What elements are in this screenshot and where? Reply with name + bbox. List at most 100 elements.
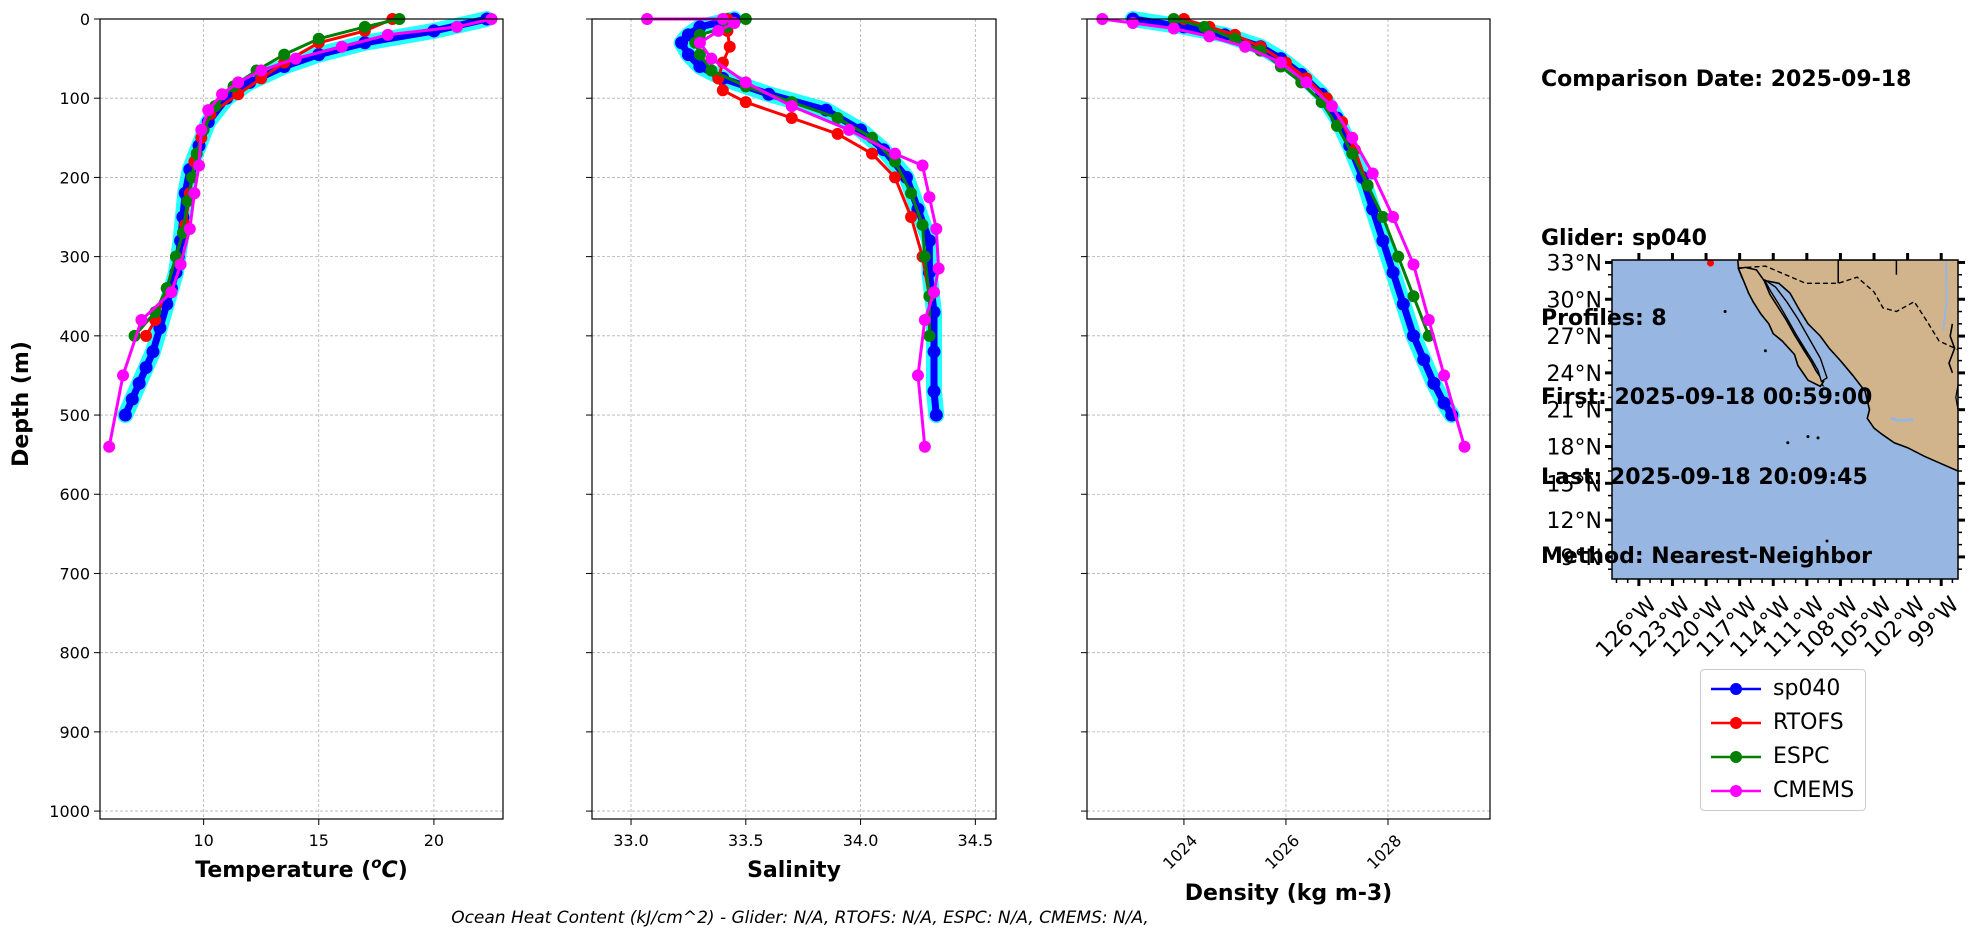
- data-point: [165, 286, 178, 299]
- data-point: [1346, 147, 1359, 160]
- island: [1786, 441, 1790, 445]
- data-point: [140, 329, 153, 342]
- data-point: [188, 187, 201, 200]
- x-tick-label: 33.5: [728, 831, 764, 850]
- data-point: [728, 16, 741, 29]
- island: [1825, 539, 1829, 543]
- series-line: [1129, 15, 1456, 419]
- data-point: [174, 258, 187, 271]
- data-point: [843, 123, 856, 136]
- data-point: [1167, 22, 1180, 35]
- data-point: [739, 96, 752, 109]
- data-point: [202, 104, 215, 117]
- data-point: [930, 222, 943, 235]
- data-point: [927, 384, 941, 398]
- x-axis-label: Temperature (oC): [195, 854, 408, 883]
- legend-label-rtofs: RTOFS: [1773, 710, 1844, 735]
- data-point: [216, 88, 229, 101]
- data-point: [139, 361, 153, 375]
- data-point: [1438, 369, 1451, 382]
- data-point: [193, 159, 206, 172]
- data-point: [918, 250, 931, 263]
- x-tick-label: 10: [193, 831, 213, 850]
- data-point: [278, 48, 291, 61]
- data-point: [183, 222, 196, 235]
- data-point: [1325, 100, 1338, 113]
- island: [1763, 349, 1767, 353]
- x-tick-label: 1024: [1159, 831, 1201, 873]
- y-tick-label: 400: [59, 327, 90, 346]
- legend-label-sp040: sp040: [1773, 676, 1841, 701]
- data-point: [905, 211, 918, 224]
- glider-name: Glider: sp040: [1541, 226, 1707, 251]
- lat-label: 27°N: [1547, 325, 1602, 350]
- y-tick-label: 1000: [49, 802, 90, 821]
- data-point: [312, 32, 325, 45]
- data-point: [918, 440, 931, 453]
- ohc-footer: Ocean Heat Content (kJ/cm^2) - Glider: N…: [451, 908, 1149, 928]
- data-point: [739, 76, 752, 89]
- island: [1816, 436, 1820, 440]
- data-point: [911, 369, 924, 382]
- glider-location-marker: [1707, 260, 1715, 267]
- data-point: [1198, 20, 1211, 33]
- y-tick-label: 900: [59, 723, 90, 742]
- data-point: [785, 100, 798, 113]
- data-point: [1386, 265, 1400, 279]
- data-point: [831, 127, 844, 140]
- map-inset: 33°N30°N27°N24°N21°N18°N15°N12°N9°N126°W…: [1547, 251, 1965, 663]
- y-tick-label: 700: [59, 564, 90, 583]
- data-point: [1300, 76, 1313, 89]
- series-line: [1182, 17, 1370, 187]
- data-point: [927, 345, 941, 359]
- series-sp040: [117, 11, 495, 423]
- legend-entry-cmems: CMEMS: [1701, 776, 1865, 806]
- legend-swatch-sp040: [1711, 683, 1761, 695]
- plot-frame: [1086, 18, 1491, 820]
- plot-frame: [99, 18, 504, 820]
- x-tick-label: 34.0: [843, 831, 879, 850]
- legend-label-cmems: CMEMS: [1773, 778, 1855, 803]
- data-point: [929, 408, 943, 422]
- series-line: [107, 17, 493, 449]
- gulf-of-mexico-coast: [1948, 323, 1956, 374]
- method-label: Method: Nearest-Neighbor: [1541, 544, 1872, 569]
- data-point: [146, 345, 160, 359]
- series-cmems: [641, 13, 945, 453]
- last-time: Last: 2025-09-18 20:09:45: [1541, 464, 1868, 490]
- river: [1942, 260, 1948, 331]
- legend-swatch-espc: [1711, 751, 1761, 763]
- data-point: [1203, 30, 1216, 43]
- lat-label: 12°N: [1547, 509, 1602, 534]
- data-point: [831, 112, 844, 125]
- land-baja: [1737, 266, 1825, 388]
- data-point: [918, 313, 931, 326]
- data-point: [932, 262, 945, 275]
- x-tick-label: 1028: [1363, 831, 1405, 873]
- data-point: [723, 40, 736, 53]
- y-axis-label: Depth (m): [9, 341, 34, 467]
- data-point: [132, 376, 146, 390]
- data-point: [923, 329, 936, 342]
- data-point: [381, 28, 394, 41]
- data-point: [712, 24, 725, 37]
- legend-entry-espc: ESPC: [1701, 742, 1865, 772]
- y-tick-label: 100: [59, 89, 90, 108]
- x-tick-label: 20: [424, 831, 444, 850]
- data-point: [103, 440, 116, 453]
- data-point: [1417, 353, 1431, 367]
- y-tick-label: 600: [59, 485, 90, 504]
- series-line: [1100, 17, 1466, 449]
- x-tick-label: 1026: [1261, 831, 1303, 873]
- panel-salinity: 33.0 33.5 34.0 34.5 Salinity: [586, 11, 997, 883]
- data-point: [1458, 440, 1471, 453]
- x-tick-label: 34.5: [958, 831, 994, 850]
- lat-label: 18°N: [1547, 435, 1602, 460]
- data-point: [905, 187, 918, 200]
- state-border: [1837, 260, 1898, 284]
- data-point: [693, 36, 706, 49]
- data-point: [289, 52, 302, 65]
- data-point: [923, 191, 936, 204]
- legend: sp040 RTOFS ESPC CMEMS: [1700, 669, 1866, 811]
